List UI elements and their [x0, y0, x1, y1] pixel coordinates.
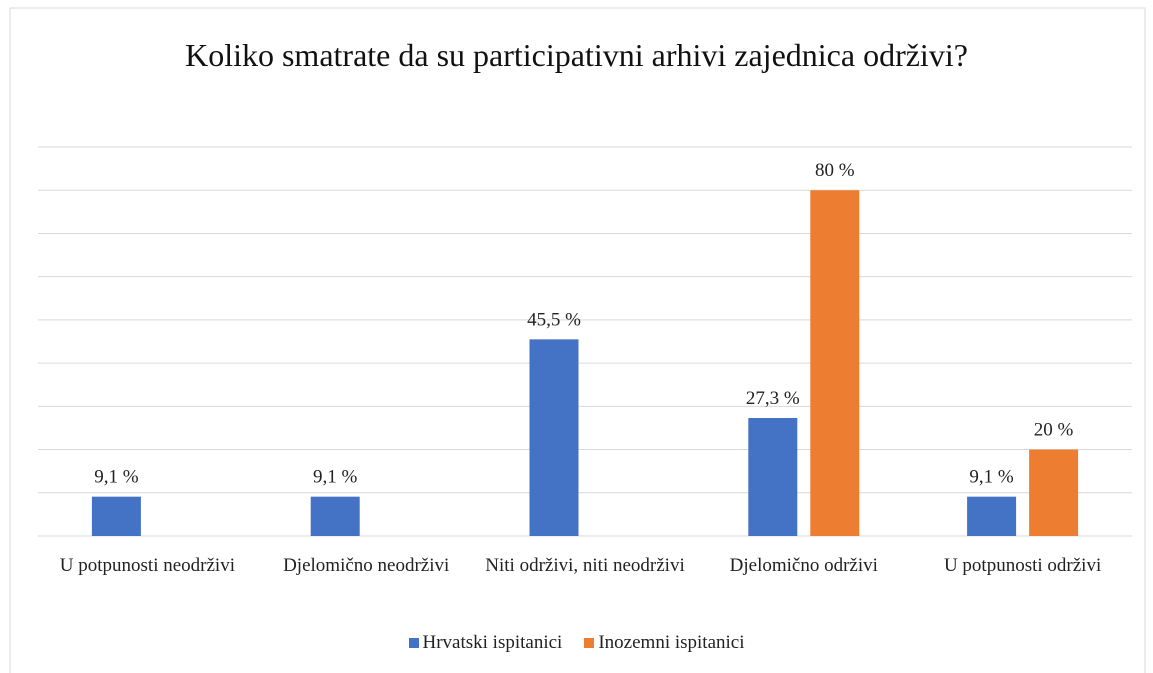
data-label: 20 % — [1034, 420, 1074, 441]
data-label: 9,1 % — [94, 467, 139, 488]
legend-swatch — [408, 638, 419, 648]
bar — [310, 496, 360, 536]
chart-title: Koliko smatrate da su participativni arh… — [185, 37, 968, 73]
legend-swatch — [584, 638, 595, 648]
x-tick-label: Djelomično neodrživi — [283, 555, 450, 576]
data-label: 9,1 % — [969, 467, 1014, 488]
x-tick-label: U potpunosti održivi — [943, 555, 1102, 576]
data-label: 45,5 % — [527, 309, 581, 330]
x-tick-label: Djelomično održivi — [729, 555, 878, 576]
data-label: 9,1 % — [313, 467, 358, 488]
legend-label: Hrvatski ispitanici — [422, 632, 563, 653]
chart-frame — [9, 7, 1146, 673]
bar — [1029, 449, 1079, 536]
legend-item: Inozemni ispitanici — [584, 632, 745, 654]
data-label: 80 % — [815, 160, 855, 181]
bar — [810, 190, 860, 536]
bar — [529, 339, 579, 536]
legend-label: Inozemni ispitanici — [598, 632, 745, 653]
bar — [748, 418, 798, 536]
bar — [91, 496, 141, 536]
x-tick-label: U potpunosti neodrživi — [59, 555, 235, 576]
x-tick-label: Niti održivi, niti neodrživi — [485, 555, 685, 576]
data-label: 27,3 % — [746, 388, 800, 409]
bar — [967, 496, 1017, 536]
legend-item: Hrvatski ispitanici — [408, 632, 563, 654]
legend: Hrvatski ispitanici Inozemni ispitanici — [0, 632, 1153, 654]
